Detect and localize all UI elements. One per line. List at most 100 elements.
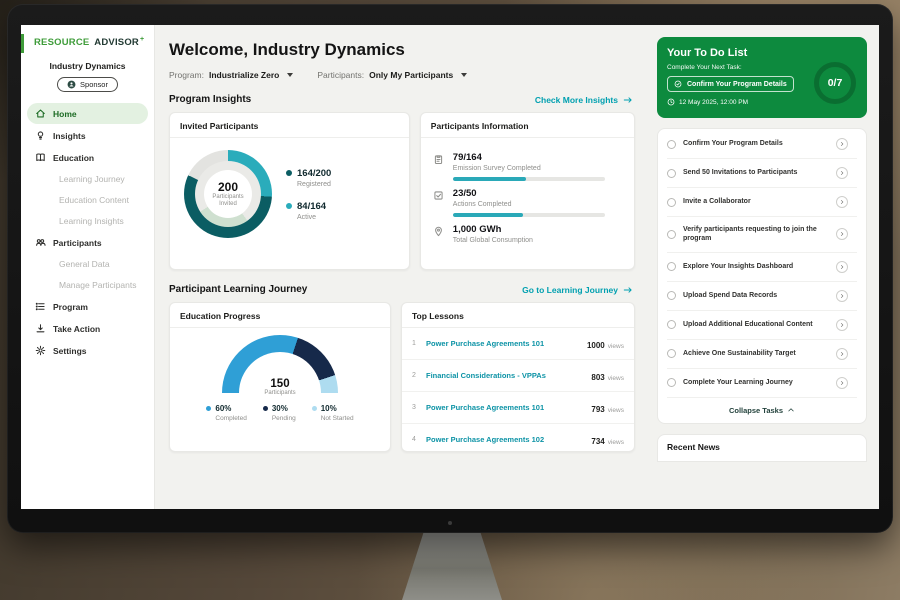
org-name: Industry Dynamics — [49, 61, 126, 71]
task-open-button[interactable] — [836, 228, 848, 241]
logo-text-resource: RESOURCE — [34, 37, 90, 48]
task-row[interactable]: Confirm Your Program Details — [667, 130, 857, 159]
stat-value: 79/164 — [452, 152, 482, 163]
sponsor-icon — [67, 80, 76, 89]
sidebar-item-take-action[interactable]: Take Action — [27, 318, 148, 339]
task-label: Explore Your Insights Dashboard — [683, 263, 794, 271]
todo-subtitle: Complete Your Next Task: — [667, 64, 742, 71]
lesson-link[interactable]: Power Purchase Agreements 101 — [426, 403, 545, 412]
check-more-insights-link[interactable]: Check More Insights — [535, 95, 633, 105]
lesson-link[interactable]: Financial Considerations - VPPAs — [426, 371, 546, 380]
task-checkbox[interactable] — [667, 291, 676, 301]
task-label: Verify participants requesting to join t… — [683, 226, 817, 243]
legend-item: 10% Not Started — [311, 404, 354, 422]
task-checkbox[interactable] — [667, 229, 676, 239]
todo-summary-card: Your To Do List Complete Your Next Task:… — [657, 37, 867, 118]
logo-text-advisor: ADVISOR — [94, 37, 139, 48]
task-label: Upload Spend Data Records — [683, 292, 778, 300]
sidebar-item-settings[interactable]: Settings — [27, 340, 148, 361]
task-checkbox[interactable] — [667, 349, 676, 359]
chevron-right-icon — [840, 232, 844, 237]
legend-item: 60% Completed — [206, 404, 247, 422]
lesson-views-unit: views — [607, 406, 624, 414]
task-open-button[interactable] — [836, 318, 848, 331]
task-label: Achieve One Sustainability Target — [683, 350, 796, 358]
invited-count: 200 — [217, 179, 239, 194]
go-to-learning-journey-link[interactable]: Go to Learning Journey — [522, 285, 633, 295]
task-open-button[interactable] — [836, 167, 848, 179]
todo-due-text: 12 May 2025, 12:00 PM — [679, 98, 749, 106]
legend-label: Active — [297, 213, 317, 221]
legend-label: Completed — [215, 415, 247, 422]
insights-icon — [37, 131, 44, 140]
sidebar-item-program[interactable]: Program — [27, 296, 148, 317]
task-checkbox[interactable] — [667, 139, 676, 149]
chevron-right-icon — [840, 264, 844, 269]
lesson-row[interactable]: 2 Financial Considerations - VPPAs 803 vi… — [402, 360, 634, 392]
main-content: Welcome, Industry Dynamics Program: Indu… — [155, 25, 647, 509]
sidebar-item-learning-insights[interactable]: Learning Insights — [59, 216, 124, 226]
legend-value: 84/164 — [297, 200, 327, 212]
learning-cards-row: Education Progress 150 Participants — [169, 302, 635, 452]
task-checkbox[interactable] — [667, 320, 676, 330]
program-insights-header: Program Insights Check More Insights — [169, 94, 633, 105]
sponsor-badge[interactable]: Sponsor — [57, 77, 118, 92]
todo-tasks-card: Confirm Your Program Details Send 50 Inv… — [657, 128, 867, 424]
task-checkbox[interactable] — [667, 197, 676, 207]
sidebar-item-education[interactable]: Education — [27, 147, 148, 168]
sidebar-item-learning-journey[interactable]: Learning Journey — [59, 174, 125, 184]
task-row[interactable]: Send 50 Invitations to Participants — [667, 159, 857, 188]
chevron-right-icon — [840, 380, 844, 385]
sidebar-item-insights[interactable]: Insights — [27, 125, 148, 146]
task-row[interactable]: Complete Your Learning Journey — [667, 369, 857, 398]
invited-participants-card: Invited Participants 200 Participants In… — [169, 112, 410, 270]
progress-fill — [452, 213, 523, 217]
top-lessons-card: Top Lessons 1 Power Purchase Agreements … — [401, 302, 635, 452]
lesson-row[interactable]: 3 Power Purchase Agreements 101 793 views — [402, 392, 634, 424]
sidebar-item-participants[interactable]: Participants — [27, 232, 148, 253]
task-open-button[interactable] — [836, 260, 848, 273]
sidebar-nav: Home Insights Education Learning Journey… — [21, 103, 154, 361]
card-title: Participants Information — [420, 113, 634, 138]
sidebar-item-education-content[interactable]: Education Content — [59, 195, 129, 205]
task-open-button[interactable] — [836, 376, 848, 389]
todo-next-task[interactable]: Confirm Your Program Details — [667, 76, 794, 92]
right-panel: Your To Do List Complete Your Next Task:… — [647, 25, 879, 509]
sidebar-item-label: Home — [53, 108, 77, 119]
participants-filter-dropdown[interactable]: Participants: Only My Participants — [317, 70, 468, 80]
lesson-views: 793 — [591, 404, 605, 414]
task-open-button[interactable] — [836, 196, 848, 208]
task-checkbox[interactable] — [667, 262, 676, 272]
lesson-views-unit: views — [607, 438, 624, 446]
task-checkbox[interactable] — [667, 168, 676, 178]
education-gauge: 150 Participants — [222, 335, 338, 396]
sidebar-item-manage-participants[interactable]: Manage Participants — [59, 280, 137, 290]
sidebar: RESOURCE ADVISOR + Industry Dynamics Spon… — [21, 25, 155, 509]
program-filter-dropdown[interactable]: Program: Industrialize Zero — [169, 70, 294, 80]
task-row[interactable]: Explore Your Insights Dashboard — [667, 253, 857, 282]
lesson-link[interactable]: Power Purchase Agreements 101 — [426, 339, 545, 348]
task-row[interactable]: Upload Additional Educational Content — [667, 311, 857, 340]
chevron-right-icon — [840, 171, 844, 175]
collapse-tasks-link[interactable]: Collapse Tasks — [667, 398, 857, 422]
lesson-link[interactable]: Power Purchase Agreements 102 — [426, 435, 545, 444]
task-row[interactable]: Upload Spend Data Records — [667, 282, 857, 311]
task-checkbox[interactable] — [667, 378, 676, 388]
sidebar-item-home[interactable]: Home — [27, 103, 148, 124]
task-row[interactable]: Achieve One Sustainability Target — [667, 340, 857, 369]
lesson-row[interactable]: 1 Power Purchase Agreements 101 1000 view… — [402, 328, 634, 360]
sidebar-item-general-data[interactable]: General Data — [59, 259, 110, 269]
task-open-button[interactable] — [836, 289, 848, 302]
task-row[interactable]: Invite a Collaborator — [667, 188, 857, 217]
education-icon — [36, 153, 45, 162]
clock-icon — [667, 98, 675, 106]
task-row[interactable]: Verify participants requesting to join t… — [667, 217, 857, 253]
emission-progress-bar — [452, 177, 605, 181]
todo-due: 12 May 2025, 12:00 PM — [667, 98, 857, 106]
chevron-down-icon — [461, 73, 468, 77]
task-open-button[interactable] — [836, 347, 848, 360]
lesson-row[interactable]: 4 Power Purchase Agreements 102 734 views — [402, 424, 634, 451]
task-open-button[interactable] — [836, 138, 848, 150]
lesson-views: 1000 — [586, 340, 605, 350]
legend-value: 164/200 — [297, 167, 332, 179]
